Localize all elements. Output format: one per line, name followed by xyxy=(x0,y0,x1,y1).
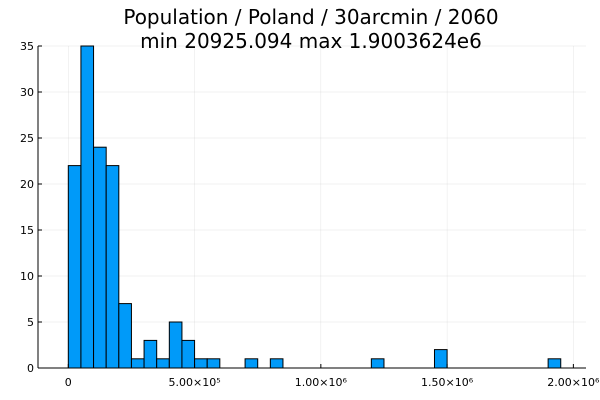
bars-group xyxy=(67,45,562,369)
y-tick-label: 35 xyxy=(20,40,34,53)
y-tick-label: 30 xyxy=(20,86,34,99)
y-tick-label: 5 xyxy=(27,316,34,329)
chart-title: Population / Poland / 30arcmin / 2060 xyxy=(123,5,498,29)
x-tick-label: 1.00×10⁶ xyxy=(295,376,348,389)
y-tick-label: 20 xyxy=(20,178,34,191)
histogram-bar xyxy=(168,321,183,369)
x-tick-label: 5.00×10⁵ xyxy=(169,376,221,389)
histogram-bar xyxy=(130,358,145,369)
x-tick-label: 0 xyxy=(65,376,72,389)
x-tick-label: 2.00×10⁶ xyxy=(547,376,600,389)
histogram-bar xyxy=(93,146,107,369)
y-tick-label: 0 xyxy=(27,362,34,375)
histogram-bar xyxy=(143,339,158,369)
histogram-bar xyxy=(156,358,170,369)
histogram-bar xyxy=(118,303,132,369)
histogram-bar xyxy=(80,45,95,369)
histogram-bar xyxy=(244,358,259,369)
axes-group xyxy=(37,45,586,369)
histogram-bar xyxy=(269,358,284,369)
histogram-bar xyxy=(105,165,120,369)
tick-labels-group: 0 5 10 15 20 25 30 35 0 5.00×10⁵ 1.00×10⁶ 1.50×10⁶ 2… xyxy=(20,40,600,389)
histogram-bar xyxy=(181,339,196,369)
histogram-bar xyxy=(547,358,562,369)
y-tick-label: 10 xyxy=(20,270,34,283)
histogram-bar xyxy=(206,358,221,369)
y-tick-label: 15 xyxy=(20,224,34,237)
x-tick-label: 1.50×10⁶ xyxy=(421,376,474,389)
histogram-bar xyxy=(370,358,385,369)
histogram-bar xyxy=(67,165,82,369)
chart-subtitle: min 20925.094 max 1.9003624e6 xyxy=(140,29,482,53)
histogram-bar xyxy=(194,358,208,369)
y-tick-label: 25 xyxy=(20,132,34,145)
histogram-bar xyxy=(433,349,448,369)
